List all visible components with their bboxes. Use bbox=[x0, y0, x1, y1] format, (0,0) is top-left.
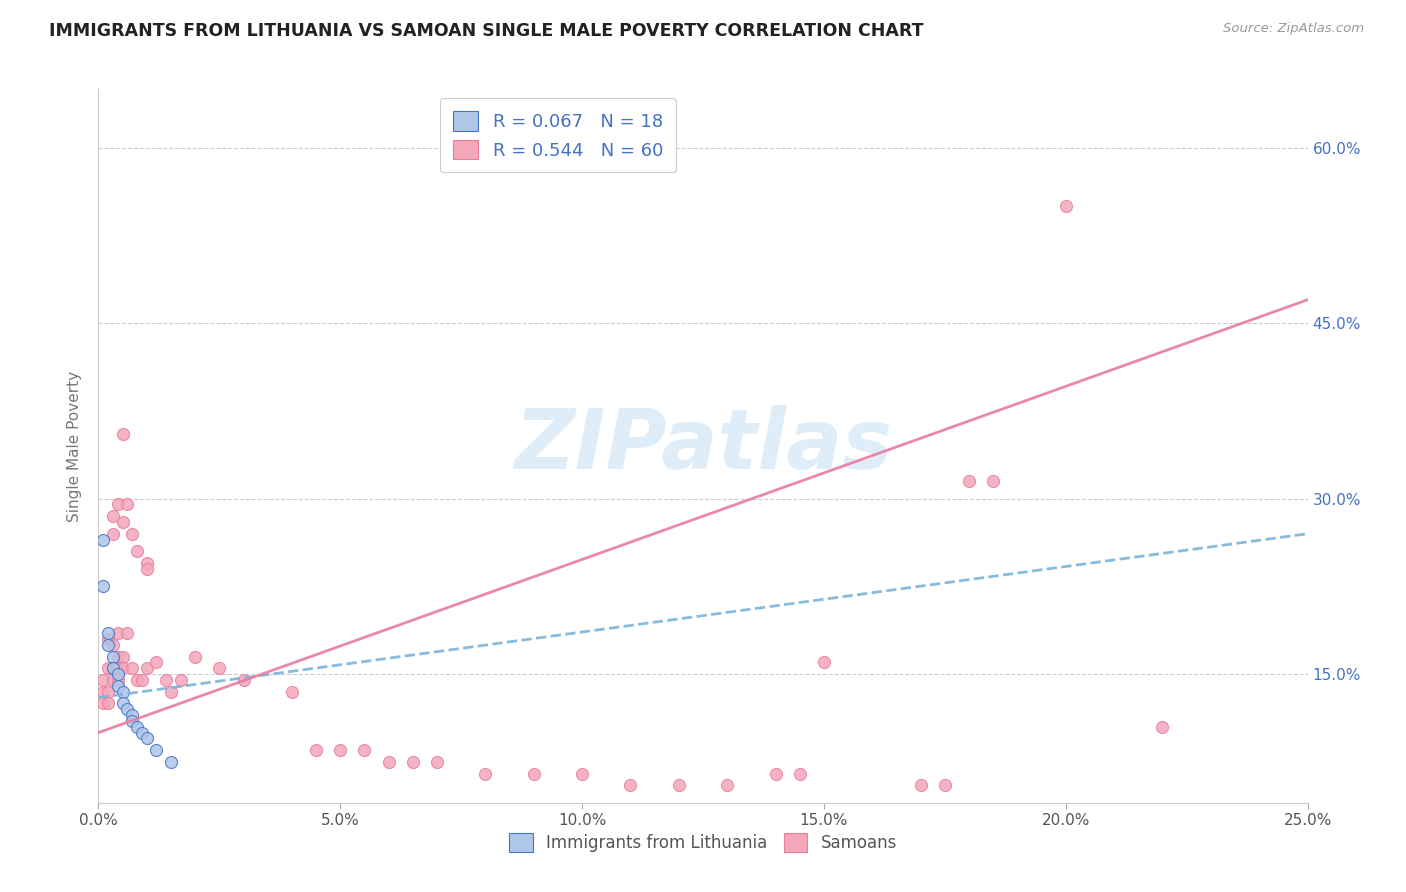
Point bbox=[377, 755, 399, 769]
Point bbox=[121, 661, 143, 675]
Point bbox=[329, 743, 352, 757]
Point bbox=[111, 661, 134, 675]
Point bbox=[101, 509, 124, 524]
Point bbox=[97, 661, 120, 675]
Point bbox=[145, 656, 167, 670]
Point bbox=[91, 697, 114, 711]
Point bbox=[1152, 720, 1174, 734]
Point bbox=[91, 684, 114, 698]
Point bbox=[716, 778, 738, 792]
Text: ZIPatlas: ZIPatlas bbox=[515, 406, 891, 486]
Point bbox=[208, 661, 231, 675]
Point bbox=[619, 778, 641, 792]
Point bbox=[107, 679, 129, 693]
Point bbox=[107, 649, 129, 664]
Point bbox=[668, 778, 690, 792]
Point bbox=[1054, 199, 1077, 213]
Point bbox=[145, 743, 167, 757]
Point bbox=[131, 725, 153, 739]
Point bbox=[107, 661, 129, 675]
Point bbox=[117, 626, 139, 640]
Y-axis label: Single Male Poverty: Single Male Poverty bbox=[67, 370, 83, 522]
Point bbox=[97, 697, 120, 711]
Point bbox=[121, 708, 143, 723]
Point bbox=[934, 778, 956, 792]
Point bbox=[523, 766, 546, 780]
Point bbox=[91, 533, 114, 547]
Point bbox=[101, 649, 124, 664]
Point bbox=[353, 743, 375, 757]
Point bbox=[305, 743, 328, 757]
Point bbox=[160, 684, 183, 698]
Point bbox=[121, 714, 143, 728]
Point bbox=[97, 684, 120, 698]
Legend: Immigrants from Lithuania, Samoans: Immigrants from Lithuania, Samoans bbox=[502, 827, 904, 859]
Point bbox=[117, 498, 139, 512]
Point bbox=[101, 673, 124, 687]
Point bbox=[135, 661, 157, 675]
Point bbox=[97, 638, 120, 652]
Point bbox=[111, 697, 134, 711]
Point bbox=[111, 684, 134, 698]
Point bbox=[160, 755, 183, 769]
Point bbox=[910, 778, 932, 792]
Point bbox=[111, 427, 134, 442]
Text: Source: ZipAtlas.com: Source: ZipAtlas.com bbox=[1223, 22, 1364, 36]
Point bbox=[97, 626, 120, 640]
Point bbox=[101, 661, 124, 675]
Point bbox=[131, 673, 153, 687]
Point bbox=[101, 526, 124, 541]
Point bbox=[426, 755, 449, 769]
Point bbox=[184, 649, 207, 664]
Point bbox=[111, 515, 134, 529]
Point bbox=[135, 562, 157, 576]
Point bbox=[571, 766, 593, 780]
Point bbox=[107, 673, 129, 687]
Point bbox=[957, 474, 980, 488]
Point bbox=[127, 720, 149, 734]
Point bbox=[117, 702, 139, 716]
Point bbox=[789, 766, 811, 780]
Point bbox=[813, 656, 835, 670]
Point bbox=[107, 498, 129, 512]
Point bbox=[402, 755, 425, 769]
Point bbox=[981, 474, 1004, 488]
Point bbox=[232, 673, 254, 687]
Point bbox=[107, 667, 129, 681]
Point bbox=[127, 673, 149, 687]
Point bbox=[765, 766, 787, 780]
Point bbox=[91, 673, 114, 687]
Point bbox=[474, 766, 496, 780]
Point bbox=[101, 661, 124, 675]
Point bbox=[135, 731, 157, 746]
Point bbox=[281, 684, 304, 698]
Point bbox=[101, 638, 124, 652]
Point bbox=[135, 556, 157, 570]
Point bbox=[121, 526, 143, 541]
Point bbox=[97, 632, 120, 646]
Point bbox=[127, 544, 149, 558]
Point bbox=[111, 649, 134, 664]
Point bbox=[169, 673, 191, 687]
Text: IMMIGRANTS FROM LITHUANIA VS SAMOAN SINGLE MALE POVERTY CORRELATION CHART: IMMIGRANTS FROM LITHUANIA VS SAMOAN SING… bbox=[49, 22, 924, 40]
Point bbox=[107, 626, 129, 640]
Point bbox=[91, 579, 114, 593]
Point bbox=[155, 673, 177, 687]
